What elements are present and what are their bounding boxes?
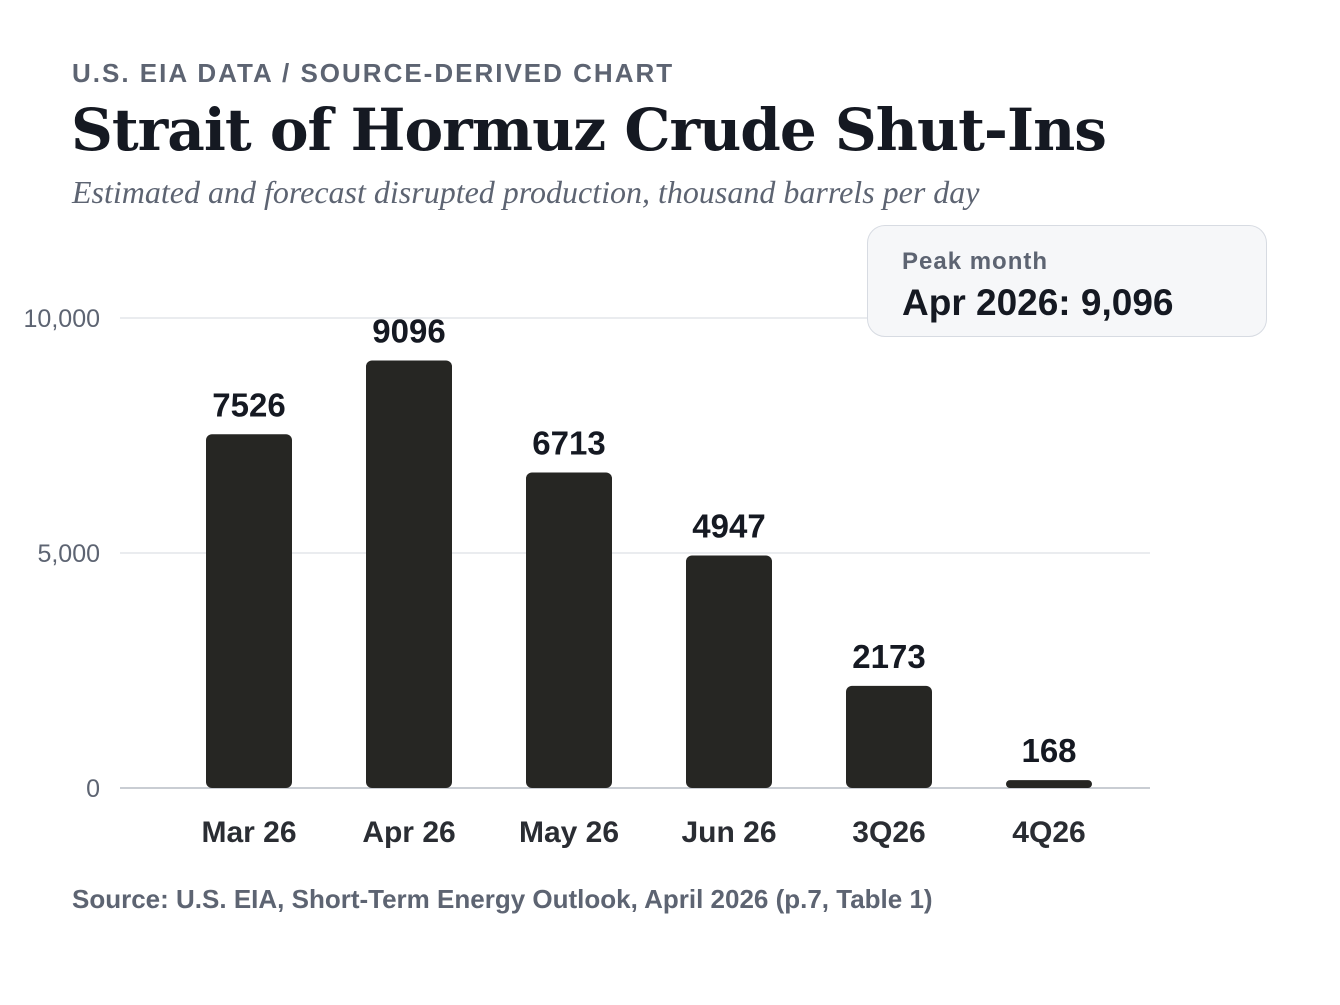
callout-value: Apr 2026: 9,096 — [902, 282, 1174, 323]
bar-value-label: 6713 — [532, 424, 605, 461]
bars — [206, 360, 1092, 788]
callout-label: Peak month — [902, 248, 1049, 275]
x-tick-label: 4Q26 — [1012, 816, 1085, 849]
x-tick-label: Jun 26 — [681, 816, 776, 849]
x-axis-ticks: Mar 26 Apr 26 May 26 Jun 26 3Q26 4Q26 — [201, 816, 1085, 849]
x-tick-label: 3Q26 — [852, 816, 925, 849]
bar — [846, 685, 932, 788]
bar — [206, 434, 292, 788]
y-tick-label: 0 — [86, 775, 100, 803]
chart-kicker: U.S. EIA DATA / SOURCE-DERIVED CHART — [72, 58, 675, 88]
chart-title: Strait of Hormuz Crude Shut-Ins — [71, 96, 1107, 164]
bar-value-label: 7526 — [212, 386, 285, 423]
bar-value-label: 2173 — [852, 638, 925, 675]
x-tick-label: Mar 26 — [201, 816, 296, 849]
source-note: Source: U.S. EIA, Short-Term Energy Outl… — [72, 884, 933, 914]
bar — [366, 360, 452, 788]
bar-data-labels: 7526 9096 6713 4947 2173 168 — [212, 312, 1076, 769]
bar-value-label: 168 — [1021, 732, 1076, 769]
y-axis-ticks: 0 5,000 10,000 — [24, 305, 100, 803]
chart-subtitle: Estimated and forecast disrupted product… — [72, 174, 980, 210]
bar — [686, 555, 772, 788]
y-tick-label: 5,000 — [37, 540, 100, 568]
x-tick-label: Apr 26 — [362, 816, 455, 849]
y-tick-label: 10,000 — [24, 305, 100, 333]
peak-month-callout: Peak month Apr 2026: 9,096 — [867, 225, 1267, 337]
bar — [526, 472, 612, 788]
x-tick-label: May 26 — [519, 816, 619, 849]
bar-value-label: 9096 — [372, 312, 445, 349]
bar — [1006, 780, 1092, 788]
bar-value-label: 4947 — [692, 507, 765, 544]
